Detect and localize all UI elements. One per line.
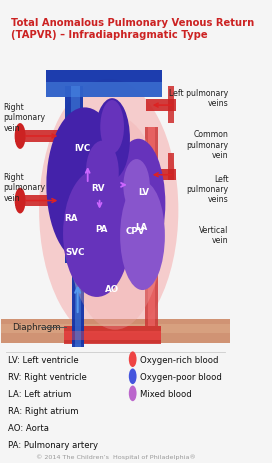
Ellipse shape xyxy=(46,108,123,263)
Text: © 2014 The Children’s  Hospital of Philadelphia®: © 2014 The Children’s Hospital of Philad… xyxy=(36,453,196,459)
Text: SVC: SVC xyxy=(66,248,85,257)
Ellipse shape xyxy=(66,116,164,330)
Bar xyxy=(64,327,161,344)
Bar xyxy=(46,71,162,98)
Bar xyxy=(15,131,21,137)
Circle shape xyxy=(129,369,137,384)
Ellipse shape xyxy=(15,188,26,214)
Ellipse shape xyxy=(39,80,178,342)
Text: RV: RV xyxy=(92,183,105,192)
Text: RA: Right atrium: RA: Right atrium xyxy=(8,406,79,415)
Text: Right
pulmonary
vein: Right pulmonary vein xyxy=(4,172,46,202)
Text: CPV: CPV xyxy=(125,227,145,236)
Bar xyxy=(146,100,176,112)
Bar xyxy=(148,128,154,326)
Bar xyxy=(1,325,230,334)
Text: PA: Pulmonary artery: PA: Pulmonary artery xyxy=(8,440,98,449)
Text: Common
pulmonary
vein: Common pulmonary vein xyxy=(187,130,228,160)
Text: AO: Aorta: AO: Aorta xyxy=(8,423,49,432)
Bar xyxy=(146,170,176,181)
Bar xyxy=(46,83,162,98)
Text: PA: PA xyxy=(96,225,108,234)
Text: Total Anomalous Pulmonary Venous Return
(TAPVR) – Infradiaphragmatic Type: Total Anomalous Pulmonary Venous Return … xyxy=(11,18,254,40)
Text: IVC: IVC xyxy=(74,144,91,153)
Bar xyxy=(21,131,63,142)
Bar xyxy=(21,195,63,206)
Bar xyxy=(64,332,161,341)
Text: Oxygen-rich blood: Oxygen-rich blood xyxy=(140,355,218,364)
Bar xyxy=(1,319,230,343)
Ellipse shape xyxy=(94,99,130,180)
Text: Left pulmonary
veins: Left pulmonary veins xyxy=(169,88,228,108)
Bar xyxy=(65,87,83,264)
Ellipse shape xyxy=(15,124,26,150)
Ellipse shape xyxy=(100,101,124,154)
Bar xyxy=(168,153,174,181)
Ellipse shape xyxy=(63,170,131,297)
Text: Mixed blood: Mixed blood xyxy=(140,389,191,398)
Ellipse shape xyxy=(112,139,165,269)
Text: Oxygen-poor blood: Oxygen-poor blood xyxy=(140,372,222,381)
Bar xyxy=(75,260,81,347)
Text: Right
pulmonary
vein: Right pulmonary vein xyxy=(4,102,46,132)
Circle shape xyxy=(129,351,137,367)
Text: LV: Left ventricle: LV: Left ventricle xyxy=(8,355,79,364)
Circle shape xyxy=(129,386,137,401)
Text: Diaphragm: Diaphragm xyxy=(12,323,60,332)
Ellipse shape xyxy=(86,141,119,204)
Text: LA: LA xyxy=(136,222,148,232)
Text: Left
pulmonary
veins: Left pulmonary veins xyxy=(187,174,228,204)
Bar xyxy=(15,201,21,206)
Bar xyxy=(15,137,21,142)
Text: RA: RA xyxy=(64,213,78,222)
Text: RV: Right ventricle: RV: Right ventricle xyxy=(8,372,87,381)
Text: Vertical
vein: Vertical vein xyxy=(199,225,228,245)
Text: LA: Left atrium: LA: Left atrium xyxy=(8,389,72,398)
Bar xyxy=(168,87,174,123)
Text: LV: LV xyxy=(139,188,150,197)
Bar xyxy=(15,195,21,201)
Ellipse shape xyxy=(120,182,165,290)
Bar xyxy=(71,87,80,264)
Bar xyxy=(72,260,84,347)
Text: AO: AO xyxy=(105,285,119,294)
Ellipse shape xyxy=(123,160,150,213)
Bar xyxy=(145,128,158,326)
